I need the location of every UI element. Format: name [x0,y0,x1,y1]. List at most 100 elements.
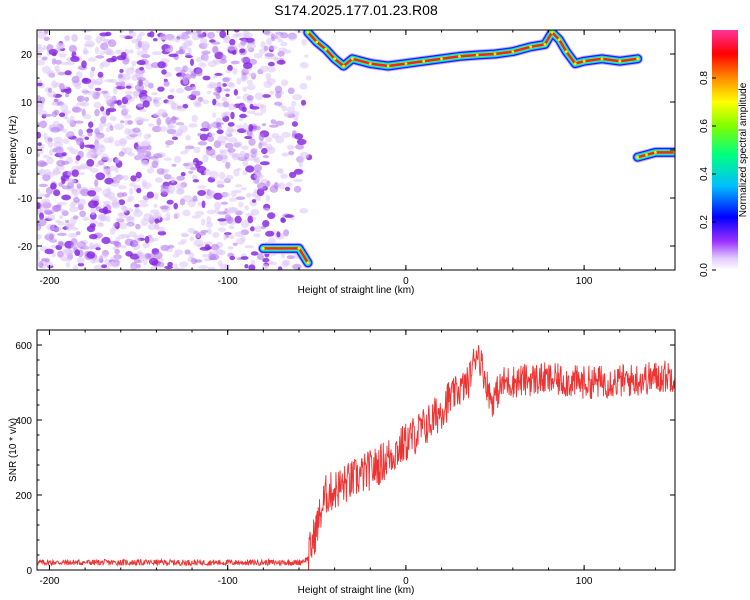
heatmap-noise-blob [170,176,176,183]
heatmap-noise-blob [167,94,175,100]
heatmap-noise-blob [67,233,78,238]
heatmap-noise-blob [280,217,286,222]
heatmap-noise-blob [197,141,208,146]
heatmap-noise-blob [113,240,120,247]
heatmap-x-tick-label: -100 [218,276,238,287]
heatmap-noise-blob [196,165,207,174]
heatmap-noise-blob [125,67,135,75]
heatmap-noise-blob [51,58,57,65]
heatmap-noise-blob [165,212,171,221]
heatmap-noise-blob [291,121,298,127]
heatmap-noise-blob [262,220,270,228]
heatmap-y-tick-label: 0 [26,146,32,157]
heatmap-noise-blob [68,44,77,53]
heatmap-noise-blob [114,249,120,255]
snr-y-tick-label: 200 [15,491,32,502]
heatmap-noise-blob [68,249,74,256]
heatmap-noise-blob [248,124,254,132]
heatmap-noise-blob [163,36,169,41]
heatmap-noise-blob [37,150,40,157]
heatmap-noise-blob [96,126,104,131]
heatmap-noise-blob [94,179,99,188]
heatmap-noise-blob [128,49,134,54]
heatmap-noise-blob [120,120,125,124]
heatmap-noise-blob [64,222,75,227]
heatmap-noise-blob [79,172,85,176]
heatmap-noise-blob [153,153,163,159]
heatmap-noise-blob [216,184,225,188]
heatmap-noise-blob [152,112,161,118]
heatmap-noise-blob [142,100,150,108]
heatmap-noise-blob [207,135,214,142]
low-track-point [297,247,301,250]
heatmap-noise-blob [266,78,276,85]
heatmap-noise-blob [197,190,207,196]
heatmap-noise-blob [141,54,151,59]
heatmap-noise-blob [111,199,120,207]
heatmap-noise-blob [140,41,150,50]
heatmap-noise-blob [222,101,230,108]
heatmap-noise-blob [129,182,136,187]
heatmap-noise-blob [219,171,226,180]
heatmap-noise-blob [265,230,275,237]
heatmap-noise-blob [262,155,270,159]
heatmap-noise-blob [136,263,141,269]
heatmap-noise-blob [268,45,278,51]
heatmap-noise-blob [61,178,66,184]
heatmap-noise-blob [269,90,275,95]
heatmap-noise-blob [201,43,209,47]
heatmap-noise-blob [37,193,46,198]
heatmap-noise-blob [95,247,101,251]
heatmap-noise-blob [136,50,143,56]
heatmap-noise-blob [101,153,109,161]
heatmap-noise-blob [87,190,97,197]
colorbar-tick-label: 0.0 [699,263,710,277]
heatmap-noise-blob [232,68,238,75]
heatmap-x-tick-label: -200 [39,276,59,287]
signal-track-point [440,57,443,61]
snr-y-tick-label: 400 [15,416,32,427]
heatmap-noise-blob [190,167,197,171]
heatmap-noise-blob [108,79,118,83]
heatmap-noise-blob [109,228,116,235]
heatmap-noise-blob [51,111,58,118]
heatmap-noise-blob [97,222,105,228]
heatmap-noise-blob [176,72,182,77]
heatmap-noise-blob [124,90,133,95]
heatmap-noise-blob [93,264,102,270]
heatmap-noise-blob [65,93,69,98]
heatmap-noise-blob [230,111,235,120]
heatmap-noise-blob [206,90,212,95]
heatmap-noise-blob [221,192,231,197]
heatmap-noise-blob [192,179,200,183]
heatmap-noise-blob [115,158,120,164]
heatmap-noise-blob [225,130,233,136]
heatmap-noise-blob [273,181,279,190]
heatmap-noise-blob [92,195,99,201]
heatmap-noise-blob [244,153,250,159]
heatmap-y-tick-label: 10 [21,98,33,109]
low-track-point [306,261,310,265]
heatmap-noise-blob [89,70,95,78]
heatmap-noise-blob [74,249,81,257]
heatmap-noise-blob [248,264,256,270]
heatmap-noise-blob [167,244,175,249]
heatmap-noise-blob [212,46,219,54]
heatmap-noise-blob [64,35,71,41]
heatmap-noise-blob [131,60,137,67]
heatmap-noise-blob [44,193,50,198]
heatmap-noise-blob [115,81,123,87]
heatmap-noise-blob [228,225,235,230]
heatmap-noise-blob [273,101,283,106]
heatmap-x-tick-label: 0 [403,276,409,287]
heatmap-noise-blob [175,87,185,94]
heatmap-noise-blob [121,81,126,89]
heatmap-noise-blob [136,250,143,257]
heatmap-noise-blob [229,234,235,240]
heatmap-noise-blob [172,254,180,258]
heatmap-noise-blob [246,192,252,198]
heatmap-noise-blob [200,128,210,132]
heatmap-noise-blob [99,32,109,37]
heatmap-noise-blob [143,257,148,266]
